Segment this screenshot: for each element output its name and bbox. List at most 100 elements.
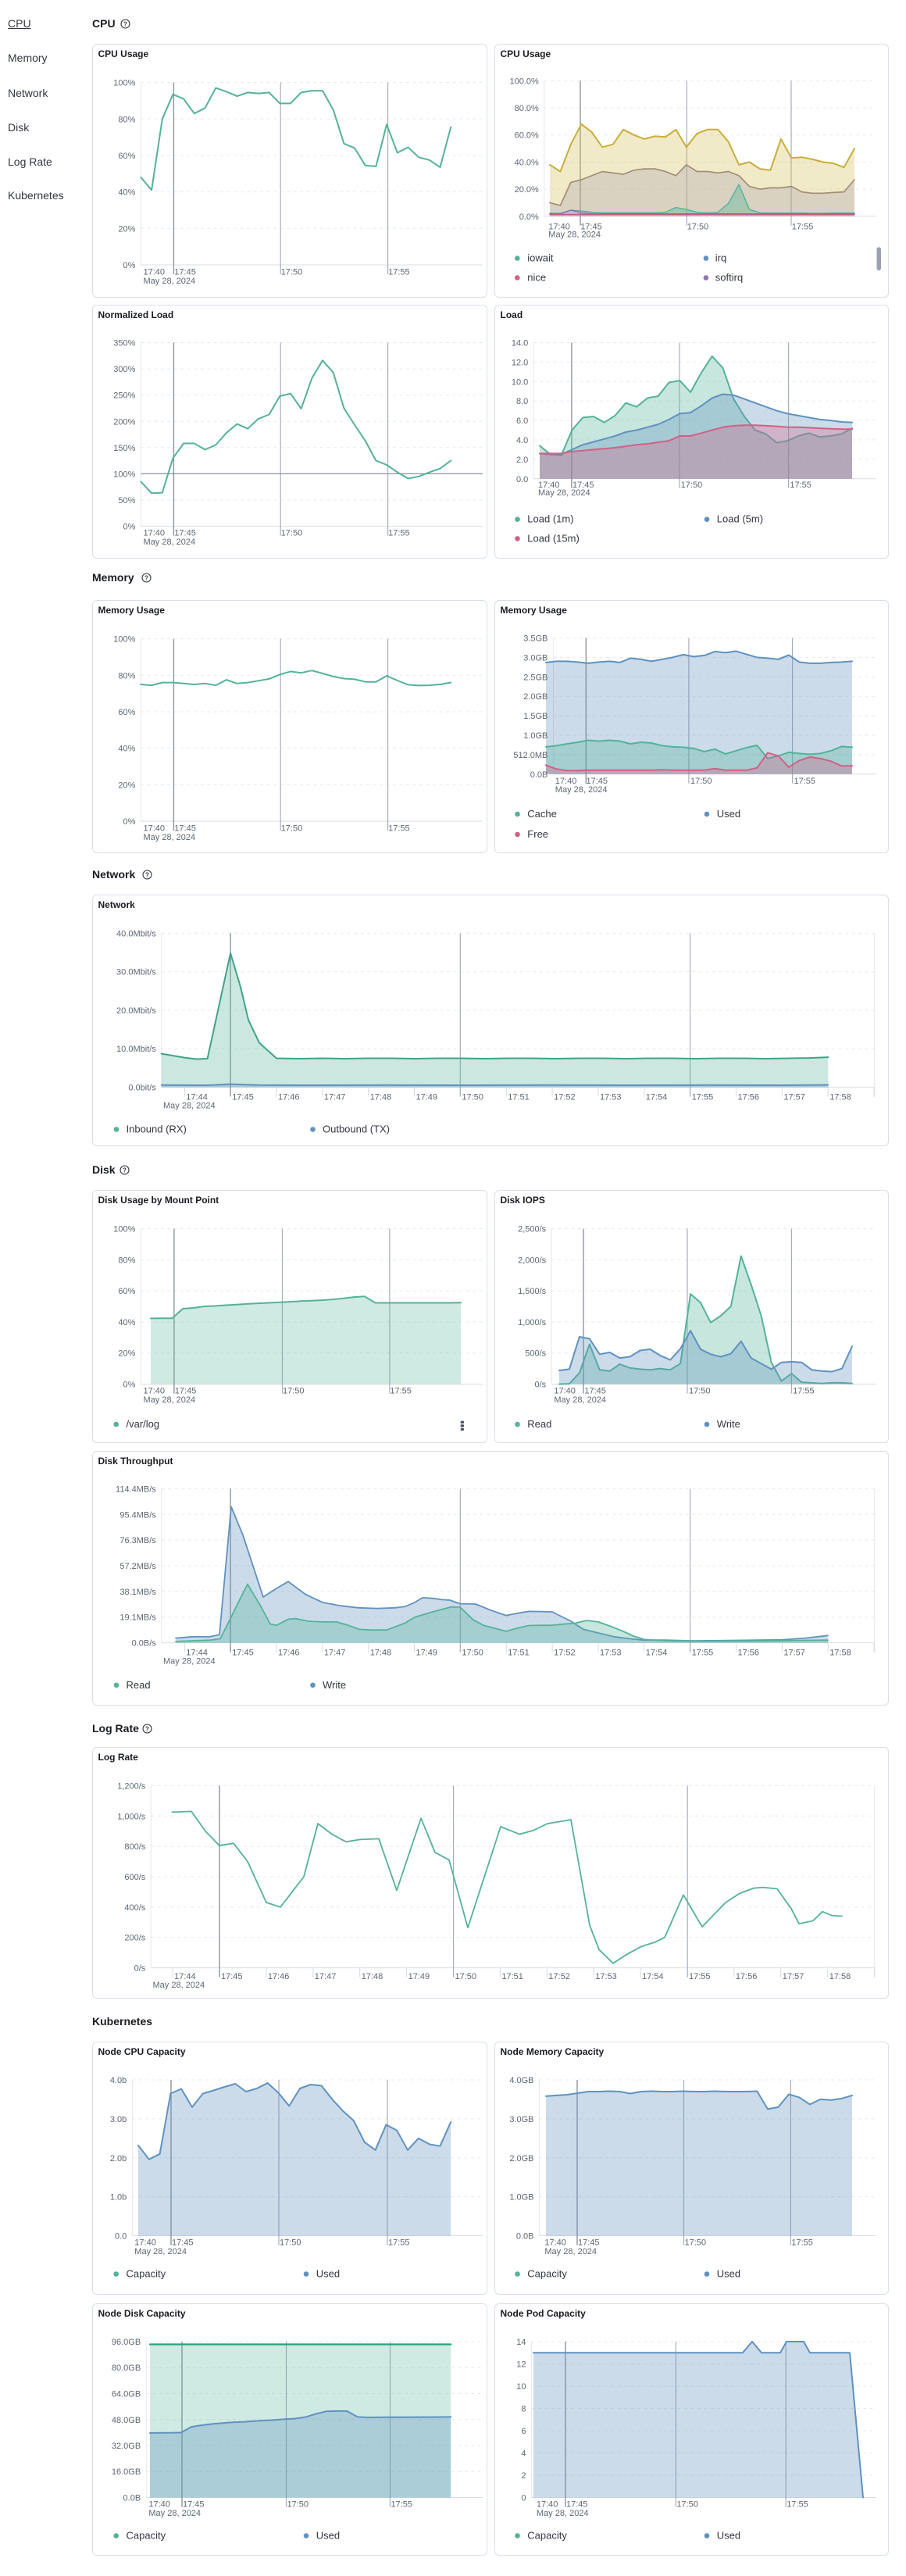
svg-text:2,500/s: 2,500/s (518, 1225, 547, 1234)
svg-text:0: 0 (521, 2494, 526, 2503)
svg-text:17:46: 17:46 (278, 1093, 300, 1102)
svg-text:Used: Used (717, 2530, 740, 2542)
svg-text:20.0%: 20.0% (515, 185, 539, 195)
svg-text:17:40: 17:40 (554, 1387, 576, 1396)
svg-text:17:55: 17:55 (388, 529, 410, 538)
svg-text:60%: 60% (118, 152, 135, 161)
svg-text:Inbound (RX): Inbound (RX) (127, 1124, 187, 1135)
svg-text:17:45: 17:45 (587, 777, 608, 786)
svg-text:17:55: 17:55 (388, 824, 410, 834)
svg-text:May 28, 2024: May 28, 2024 (144, 277, 196, 286)
svg-text:17:46: 17:46 (278, 1649, 300, 1658)
svg-text:17:45: 17:45 (175, 1387, 197, 1396)
svg-text:irq: irq (715, 252, 726, 264)
svg-text:17:50: 17:50 (462, 1649, 483, 1658)
svg-text:17:50: 17:50 (687, 223, 709, 232)
svg-text:40.0Mbit/s: 40.0Mbit/s (116, 929, 156, 938)
svg-text:1.5GB: 1.5GB (523, 712, 548, 721)
svg-text:17:55: 17:55 (689, 1972, 711, 1981)
svg-text:17:50: 17:50 (281, 529, 303, 538)
svg-text:May 28, 2024: May 28, 2024 (537, 2509, 589, 2518)
svg-text:17:53: 17:53 (600, 1093, 622, 1102)
svg-text:17:58: 17:58 (829, 1972, 851, 1981)
svg-text:17:50: 17:50 (283, 1387, 305, 1396)
svg-text:17:44: 17:44 (186, 1649, 208, 1658)
svg-text:May 28, 2024: May 28, 2024 (544, 2247, 597, 2256)
svg-text:1.0b: 1.0b (110, 2193, 127, 2203)
svg-text:2.0GB: 2.0GB (509, 2154, 533, 2163)
svg-text:0.0B/s: 0.0B/s (132, 1639, 157, 1649)
svg-text:17:47: 17:47 (315, 1972, 337, 1981)
svg-text:40%: 40% (118, 745, 135, 754)
svg-text:100%: 100% (113, 635, 135, 645)
svg-text:Capacity: Capacity (127, 2268, 166, 2280)
svg-text:Used: Used (717, 808, 740, 820)
svg-text:100%: 100% (113, 1225, 135, 1234)
svg-text:17:45: 17:45 (572, 481, 594, 490)
svg-text:2.0b: 2.0b (110, 2154, 127, 2163)
svg-text:16.0GB: 16.0GB (112, 2467, 141, 2477)
svg-text:10.0: 10.0 (512, 377, 528, 387)
svg-text:17:55: 17:55 (790, 481, 811, 490)
svg-text:4.0GB: 4.0GB (509, 2076, 533, 2085)
svg-text:12: 12 (516, 2360, 526, 2370)
svg-text:3.5GB: 3.5GB (523, 634, 548, 644)
svg-text:17:55: 17:55 (792, 223, 814, 232)
svg-text:17:50: 17:50 (676, 2500, 698, 2510)
svg-text:17:40: 17:40 (555, 777, 577, 786)
svg-text:17:40: 17:40 (144, 268, 166, 277)
svg-text:17:53: 17:53 (600, 1649, 622, 1658)
svg-text:2.0GB: 2.0GB (523, 692, 548, 702)
svg-text:17:55: 17:55 (794, 777, 816, 786)
svg-text:17:40: 17:40 (537, 2500, 558, 2510)
svg-text:400/s: 400/s (124, 1903, 145, 1913)
svg-text:Load (1m): Load (1m) (527, 513, 573, 525)
svg-text:17:58: 17:58 (829, 1649, 851, 1658)
svg-text:8: 8 (521, 2405, 526, 2414)
svg-text:Write: Write (717, 1418, 740, 1430)
svg-text:17:45: 17:45 (174, 824, 196, 834)
svg-text:17:45: 17:45 (232, 1649, 254, 1658)
svg-text:17:46: 17:46 (268, 1972, 290, 1981)
svg-text:500/s: 500/s (525, 1349, 546, 1359)
svg-text:20%: 20% (118, 224, 135, 234)
svg-text:17:45: 17:45 (584, 1387, 606, 1396)
svg-text:17:55: 17:55 (391, 2500, 413, 2510)
svg-text:0.0: 0.0 (115, 2232, 127, 2242)
svg-text:Write: Write (323, 1679, 346, 1691)
svg-text:May 28, 2024: May 28, 2024 (144, 1395, 196, 1405)
svg-text:17:49: 17:49 (416, 1649, 438, 1658)
svg-text:1,000/s: 1,000/s (518, 1318, 547, 1327)
svg-text:100.0%: 100.0% (509, 77, 539, 86)
svg-text:80%: 80% (118, 115, 135, 124)
svg-text:17:40: 17:40 (148, 2500, 170, 2510)
svg-text:17:49: 17:49 (416, 1093, 438, 1102)
svg-text:200%: 200% (113, 417, 135, 427)
svg-text:19.1MB/s: 19.1MB/s (119, 1613, 156, 1623)
svg-text:Load (5m): Load (5m) (717, 513, 763, 525)
svg-text:17:56: 17:56 (738, 1093, 760, 1102)
svg-text:95.4MB/s: 95.4MB/s (119, 1510, 156, 1520)
svg-text:May 28, 2024: May 28, 2024 (148, 2509, 201, 2518)
svg-text:0/s: 0/s (134, 1964, 146, 1974)
svg-text:17:45: 17:45 (174, 268, 196, 277)
svg-text:17:52: 17:52 (554, 1093, 576, 1102)
svg-text:17:57: 17:57 (783, 1972, 804, 1981)
svg-text:800/s: 800/s (124, 1842, 145, 1852)
svg-text:0.0: 0.0 (516, 475, 528, 484)
svg-text:100%: 100% (113, 79, 135, 88)
svg-text:38.1MB/s: 38.1MB/s (119, 1588, 156, 1597)
svg-text:May 28, 2024: May 28, 2024 (163, 1102, 216, 1111)
svg-text:Capacity: Capacity (127, 2530, 166, 2542)
svg-text:17:55: 17:55 (390, 1387, 412, 1396)
svg-text:4.0: 4.0 (516, 436, 528, 445)
svg-text:17:40: 17:40 (144, 1387, 166, 1396)
svg-text:17:48: 17:48 (370, 1649, 392, 1658)
svg-text:17:57: 17:57 (783, 1093, 805, 1102)
svg-text:2.0: 2.0 (516, 456, 528, 465)
svg-text:17:51: 17:51 (501, 1972, 523, 1981)
svg-text:96.0GB: 96.0GB (112, 2338, 141, 2347)
svg-text:softirq: softirq (715, 272, 743, 284)
svg-text:60%: 60% (118, 708, 135, 717)
svg-text:60.0%: 60.0% (515, 131, 539, 141)
